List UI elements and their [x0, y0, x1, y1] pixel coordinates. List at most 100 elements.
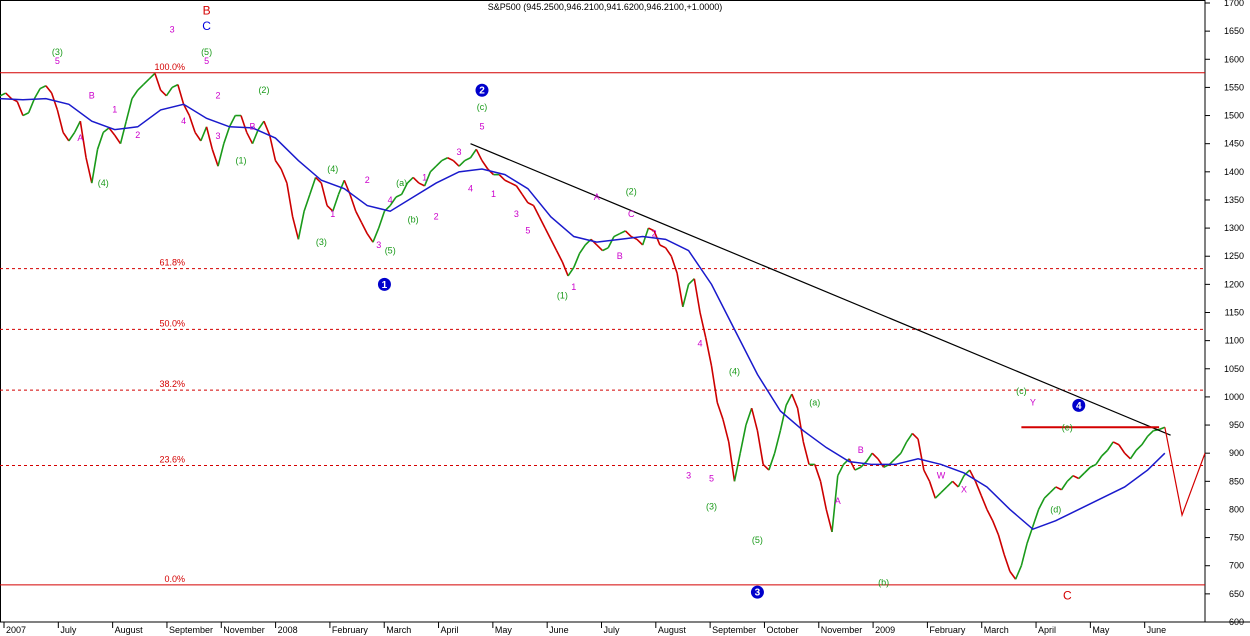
x-tick-label: August	[658, 625, 687, 635]
price-bar	[997, 534, 1005, 555]
price-bar	[1060, 480, 1068, 491]
price-bar	[1101, 449, 1109, 457]
price-bar	[188, 115, 196, 133]
price-bar	[527, 202, 534, 207]
price-bar	[412, 176, 420, 184]
y-tick-label: 1600	[1224, 54, 1244, 64]
price-bar	[27, 98, 36, 114]
price-bar	[676, 272, 684, 308]
price-bar	[303, 194, 311, 212]
price-bar	[917, 438, 925, 471]
price-bar	[85, 157, 93, 184]
wave-label: (a)	[809, 397, 820, 407]
x-tick-label: May	[495, 625, 513, 635]
price-bar	[837, 464, 845, 477]
wave-label: 2	[434, 212, 439, 222]
y-tick-label: 1550	[1224, 82, 1244, 92]
price-bar	[1118, 444, 1126, 454]
plot-area: 100.0%61.8%50.0%38.2%23.6%0.0%BC3(5)5(3)…	[0, 0, 1206, 623]
price-bar	[360, 222, 368, 235]
wave-label: A	[594, 192, 600, 202]
x-tick-label: April	[1038, 625, 1056, 635]
wave-label: 2	[652, 229, 657, 239]
wave-label: 4	[181, 116, 186, 126]
price-bar	[699, 312, 707, 338]
price-bar	[469, 148, 477, 159]
price-bar	[773, 430, 782, 454]
price-bar	[1158, 426, 1166, 431]
price-bar	[194, 131, 202, 142]
price-bar	[705, 337, 713, 367]
y-tick-label: 1700	[1224, 0, 1244, 8]
price-bar	[659, 244, 666, 249]
price-bar	[636, 238, 644, 246]
price-bar	[154, 73, 162, 91]
y-tick-label: 700	[1229, 561, 1244, 571]
price-bar	[125, 98, 133, 122]
wave-label: (3)	[316, 237, 327, 247]
price-bar	[779, 405, 787, 431]
y-tick-label: 1300	[1224, 223, 1244, 233]
price-bar	[796, 408, 805, 443]
price-bar	[544, 227, 552, 240]
wave-label: 4	[468, 184, 473, 194]
fib-level-label: 61.8%	[159, 258, 185, 268]
price-bar	[418, 182, 425, 187]
price-bar	[1055, 486, 1062, 491]
price-bar	[831, 475, 839, 533]
price-bar	[1003, 554, 1011, 572]
price-bar	[710, 365, 719, 403]
price-bar	[171, 83, 179, 89]
price-bar	[521, 193, 529, 204]
price-bar	[946, 480, 954, 488]
circled-wave-marker	[377, 277, 391, 291]
price-bar	[320, 182, 328, 206]
y-tick-label: 1250	[1224, 251, 1244, 261]
price-bar	[148, 72, 156, 80]
x-tick-label: February	[929, 625, 966, 635]
wave-label: 1	[112, 105, 117, 115]
x-tick-label: April	[441, 625, 459, 635]
wave-label: (2)	[626, 186, 637, 196]
price-bar	[894, 452, 902, 460]
x-tick-label: July	[60, 625, 77, 635]
wave-label: (3)	[706, 501, 717, 511]
price-bar	[877, 458, 885, 468]
price-bar	[842, 458, 850, 466]
price-bar	[286, 182, 294, 217]
wave-label: C	[1063, 588, 1072, 602]
x-tick-label: September	[712, 625, 756, 635]
wave-label: B	[858, 445, 864, 455]
wave-label: (5)	[201, 47, 212, 57]
y-tick-label: 1450	[1224, 139, 1244, 149]
price-bar	[45, 85, 53, 94]
price-bar	[980, 495, 988, 510]
price-bar	[1089, 463, 1097, 468]
x-tick-label: March	[984, 625, 1009, 635]
x-tick-label: November	[223, 625, 265, 635]
price-bar	[475, 148, 483, 161]
price-bar	[1124, 452, 1131, 460]
fib-level-label: 23.6%	[159, 455, 185, 465]
wave-label: 3	[170, 24, 175, 34]
price-bar	[355, 210, 363, 223]
wave-label: (1)	[557, 290, 568, 300]
y-tick-label: 1350	[1224, 195, 1244, 205]
y-tick-label: 1050	[1224, 364, 1244, 374]
price-bar	[91, 149, 99, 184]
price-bar	[561, 261, 569, 277]
price-bar	[246, 132, 254, 145]
price-bar	[648, 227, 655, 232]
wave-label: 5	[204, 56, 209, 66]
price-bar	[515, 185, 523, 195]
wave-label: (c)	[477, 102, 488, 112]
wave-label: B	[617, 251, 623, 261]
price-bar	[613, 232, 621, 238]
y-tick-label: 1100	[1225, 336, 1244, 346]
y-tick-label: 1000	[1224, 392, 1244, 402]
wave-label: B	[249, 122, 255, 132]
wave-label: 5	[525, 226, 530, 236]
wave-label: (e)	[1062, 423, 1073, 433]
price-bar	[802, 441, 810, 465]
